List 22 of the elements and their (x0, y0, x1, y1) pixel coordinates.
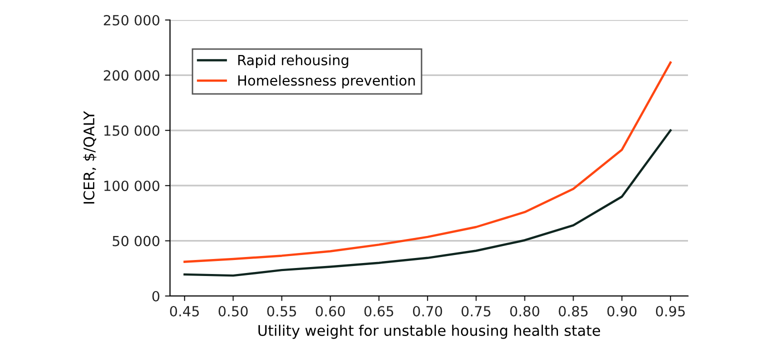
x-tick-label: 0.55 (267, 306, 296, 316)
x-tick-label: 0.45 (170, 306, 199, 316)
y-axis-title: ICER, $/QALY (83, 111, 96, 204)
y-tick-label: 100 000 (104, 180, 160, 192)
x-tick-label: 0.80 (510, 306, 540, 316)
y-tick-label: 150 000 (104, 125, 160, 136)
x-axis-title: Utility weight for unstable housing health state (258, 324, 600, 339)
legend-label: Homelessness prevention (238, 74, 415, 88)
x-tick-label: 0.75 (462, 306, 490, 316)
x-tick-label: 0.70 (412, 306, 442, 316)
y-tick-label: 0 (152, 290, 160, 302)
legend-label: Rapid rehousing (238, 54, 348, 68)
x-tick-label: 0.65 (364, 306, 394, 316)
y-tick-label: 50 000 (112, 236, 160, 246)
y-tick-label: 200 000 (104, 70, 160, 81)
x-tick-label: 0.95 (656, 306, 685, 316)
x-tick-label: 0.50 (218, 306, 248, 316)
y-tick-label: 250 000 (104, 14, 160, 26)
line-series (183, 129, 672, 277)
x-tick-label: 0.60 (316, 306, 345, 316)
x-tick-label: 0.85 (558, 306, 588, 316)
x-tick-label: 0.90 (607, 306, 636, 316)
